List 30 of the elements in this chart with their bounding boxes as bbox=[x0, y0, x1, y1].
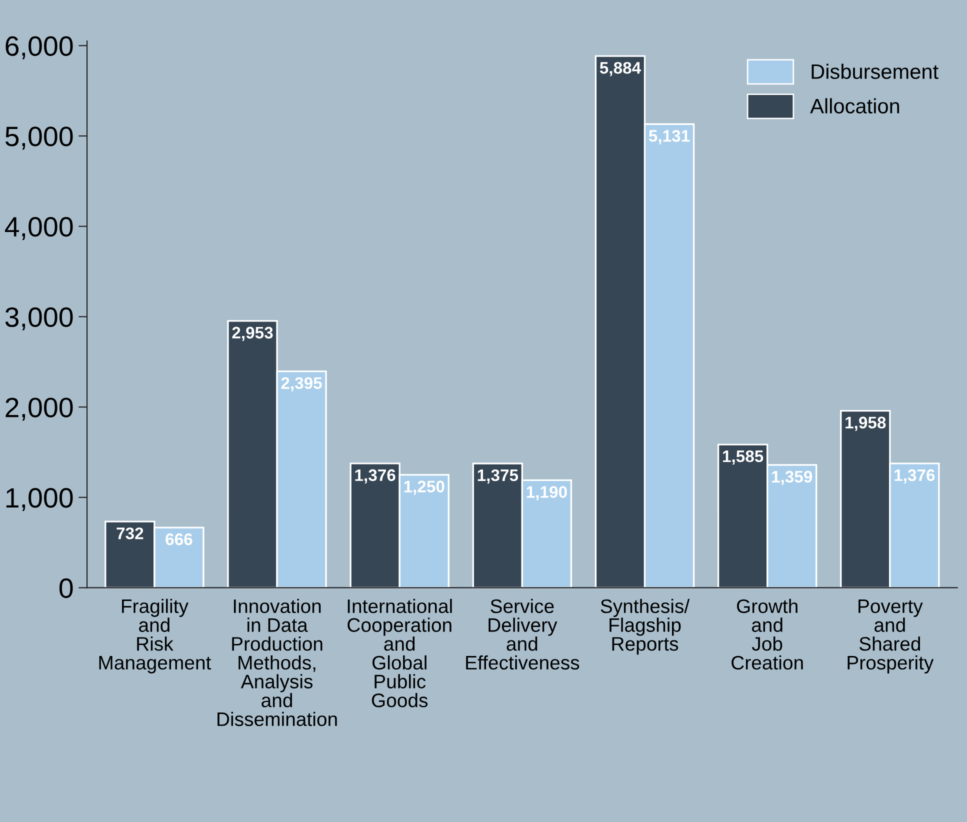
y-tick-label: 5,000 bbox=[5, 126, 73, 150]
y-tick-label: 0 bbox=[59, 578, 73, 598]
x-tick-label: Service Delivery and Effectiveness bbox=[466, 598, 580, 670]
data-label: 1,958 bbox=[846, 416, 886, 431]
data-label: 1,376 bbox=[894, 469, 935, 484]
x-tick-label: Innovation in Data Production Methods, Analysis and Dissemination bbox=[218, 598, 337, 726]
y-tick-label: 4,000 bbox=[4, 216, 73, 240]
data-label: 1,359 bbox=[772, 470, 812, 486]
data-label: 666 bbox=[166, 533, 192, 546]
y-tick-label: 6,000 bbox=[6, 36, 73, 60]
y-tick-label: 2,000 bbox=[6, 398, 73, 421]
data-label: 1,376 bbox=[355, 469, 396, 484]
data-label: 1,585 bbox=[723, 450, 764, 465]
data-label: 5,131 bbox=[648, 130, 690, 144]
y-tick-label: 3,000 bbox=[5, 307, 73, 330]
data-label: 2,395 bbox=[281, 377, 322, 392]
y-tick-label: 1,000 bbox=[6, 488, 73, 511]
data-label: 5,884 bbox=[600, 62, 642, 76]
data-label: 1,250 bbox=[404, 480, 444, 495]
x-tick-label: International Cooperation and Global Public Goods bbox=[348, 598, 452, 708]
data-label: 732 bbox=[116, 527, 144, 540]
x-tick-label: Synthesis/ Flagship Reports bbox=[600, 598, 690, 655]
x-tick-label: Growth and Job Creation bbox=[732, 598, 803, 670]
x-tick-label: Fragility and Risk Management bbox=[99, 598, 212, 674]
x-tick-label: Poverty and Shared Prosperity bbox=[848, 600, 934, 674]
data-label: 1,190 bbox=[526, 486, 567, 500]
data-label: 1,375 bbox=[478, 469, 518, 484]
data-label: 2,953 bbox=[232, 326, 273, 341]
legend-label: Disbursement bbox=[812, 64, 938, 80]
legend-label: Allocation bbox=[810, 98, 900, 114]
